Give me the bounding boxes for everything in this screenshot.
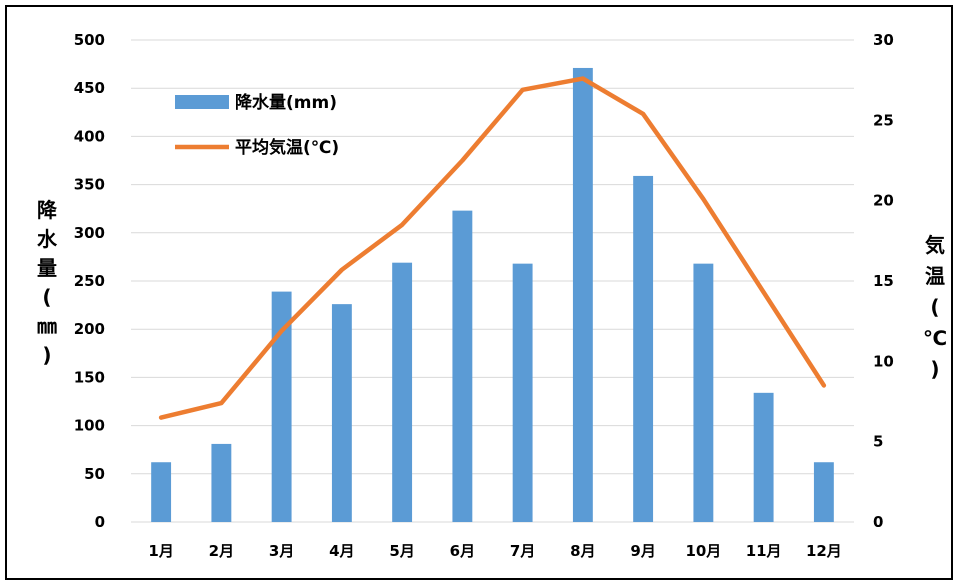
precipitation-bar: [693, 263, 714, 522]
precipitation-bar: [633, 175, 654, 522]
left-axis-tick: 450: [74, 79, 105, 97]
x-axis-label: 1月: [148, 542, 173, 560]
precipitation-bar: [211, 443, 232, 522]
left-axis-tick: 350: [74, 176, 105, 194]
left-axis-tick: 50: [84, 465, 105, 483]
left-axis-tick: 500: [74, 31, 105, 49]
left-axis-tick: 0: [95, 513, 105, 531]
temperature-line-group: [158, 76, 827, 420]
legend-bar-swatch: [175, 95, 229, 109]
right-axis-tick: 25: [873, 111, 894, 129]
left-axis-tick: 250: [74, 272, 105, 290]
legend-bar-label: 降水量(mm): [235, 92, 337, 113]
temperature-line: [158, 76, 827, 420]
x-axis-label: 4月: [329, 542, 354, 560]
left-axis-tick: 150: [74, 368, 105, 386]
right-axis-title: 気温(℃): [923, 233, 947, 381]
x-axis-label: 11月: [746, 542, 782, 560]
legend: 降水量(mm) 平均気温(℃): [175, 92, 339, 158]
precipitation-bar: [271, 291, 292, 522]
right-axis-tick: 0: [873, 513, 883, 531]
left-axis-ticks: 0 50 100 150 200 250 300 350 400 450 500: [74, 31, 105, 531]
precipitation-bar: [331, 304, 352, 522]
left-axis-tick: 200: [74, 320, 105, 338]
precipitation-bar: [572, 67, 593, 523]
chart-frame: 0 50 100 150 200 250 300 350 400 450 500 0 5 10 15 20 2…: [5, 5, 953, 580]
right-axis-tick: 10: [873, 352, 894, 370]
x-axis-label: 2月: [209, 542, 234, 560]
precipitation-bar: [452, 210, 473, 523]
x-axis-labels: 1月 2月 3月 4月 5月 6月 7月 8月 9月 10月 11月 12月: [148, 542, 841, 560]
x-axis-label: 6月: [450, 542, 475, 560]
combo-chart: 0 50 100 150 200 250 300 350 400 450 500 0 5 10 15 20 2…: [37, 31, 947, 560]
x-axis-label: 3月: [269, 542, 294, 560]
left-axis-tick: 100: [74, 417, 105, 435]
x-axis-label: 9月: [630, 542, 655, 560]
right-axis-tick: 15: [873, 272, 894, 290]
x-axis-label: 10月: [685, 542, 721, 560]
precipitation-bar: [753, 392, 774, 522]
x-axis-label: 12月: [806, 542, 842, 560]
axis-titles: 降水量(㎜) 気温(℃): [37, 198, 947, 381]
precipitation-bars: [151, 67, 834, 523]
left-axis-tick: 400: [74, 127, 105, 145]
right-axis-tick: 20: [873, 192, 894, 210]
precipitation-bar: [512, 263, 533, 522]
x-axis-label: 8月: [570, 542, 595, 560]
gridlines: [131, 39, 854, 523]
precipitation-bar: [151, 462, 172, 522]
right-axis-ticks: 0 5 10 15 20 25 30: [873, 31, 894, 531]
x-axis-label: 5月: [389, 542, 414, 560]
right-axis-tick: 5: [873, 433, 883, 451]
precipitation-bar: [813, 462, 834, 522]
right-axis-tick: 30: [873, 31, 894, 49]
left-axis-title: 降水量(㎜): [37, 198, 58, 367]
legend-line-label: 平均気温(℃): [235, 137, 339, 158]
x-axis-label: 7月: [510, 542, 535, 560]
left-axis-tick: 300: [74, 224, 105, 242]
precipitation-bar: [392, 262, 413, 522]
